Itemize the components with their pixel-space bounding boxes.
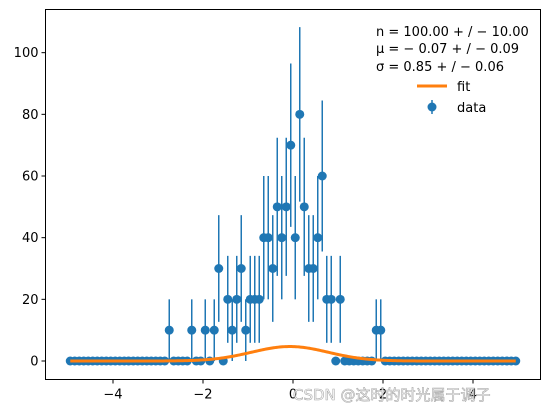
data-point	[227, 325, 237, 335]
x-tick-label: −4	[103, 388, 122, 403]
annotation-box: n = 100.00 + / − 10.00 μ = − 0.07 + / − …	[376, 25, 529, 75]
y-axis: 0 20 40 60 80 100	[14, 46, 46, 370]
y-tick-label: 60	[22, 170, 39, 185]
y-tick-label: 0	[30, 355, 38, 370]
data-point	[200, 325, 210, 335]
legend-data-marker	[427, 102, 437, 112]
data-point	[326, 294, 336, 304]
data-point	[331, 356, 341, 366]
data-point	[187, 325, 197, 335]
data-point	[232, 294, 242, 304]
x-tick-label: 2	[379, 388, 387, 403]
data-point	[295, 109, 305, 119]
y-tick-label: 100	[14, 46, 39, 61]
data-point	[164, 325, 174, 335]
x-tick-label: −2	[193, 388, 212, 403]
data-point	[317, 171, 327, 181]
annotation-n: n = 100.00 + / − 10.00	[376, 25, 529, 40]
y-tick-label: 80	[22, 108, 39, 123]
data-point	[254, 294, 264, 304]
legend-data-label: data	[457, 101, 486, 116]
data-point	[263, 233, 273, 243]
data-layer	[65, 27, 521, 366]
annotation-mu: μ = − 0.07 + / − 0.09	[376, 42, 519, 57]
data-point	[313, 233, 323, 243]
data-point	[281, 202, 291, 212]
data-point	[286, 140, 296, 150]
data-point	[223, 294, 233, 304]
x-tick-label: 0	[289, 388, 297, 403]
data-point	[277, 233, 287, 243]
fit-layer	[70, 345, 516, 363]
x-tick-label: 4	[469, 388, 477, 403]
data-point	[308, 264, 318, 273]
data-point	[241, 325, 251, 335]
data-point	[272, 202, 282, 212]
data-point	[376, 325, 386, 335]
y-tick-label: 40	[22, 231, 39, 246]
data-point	[290, 233, 300, 243]
data-point	[299, 202, 309, 212]
data-point	[236, 264, 246, 273]
y-tick-label: 20	[22, 293, 39, 308]
fit-curve	[70, 345, 516, 363]
legend: fit data	[417, 80, 486, 116]
data-point	[214, 264, 224, 273]
watermark: CSDN @这时的时光属于调子	[293, 386, 491, 404]
x-axis: −4 −2 0 2 4	[103, 379, 477, 403]
data-point	[335, 294, 345, 304]
legend-fit-label: fit	[457, 80, 470, 95]
data-point	[268, 264, 278, 273]
annotation-sigma: σ = 0.85 + / − 0.06	[376, 60, 504, 75]
data-point	[209, 325, 219, 335]
